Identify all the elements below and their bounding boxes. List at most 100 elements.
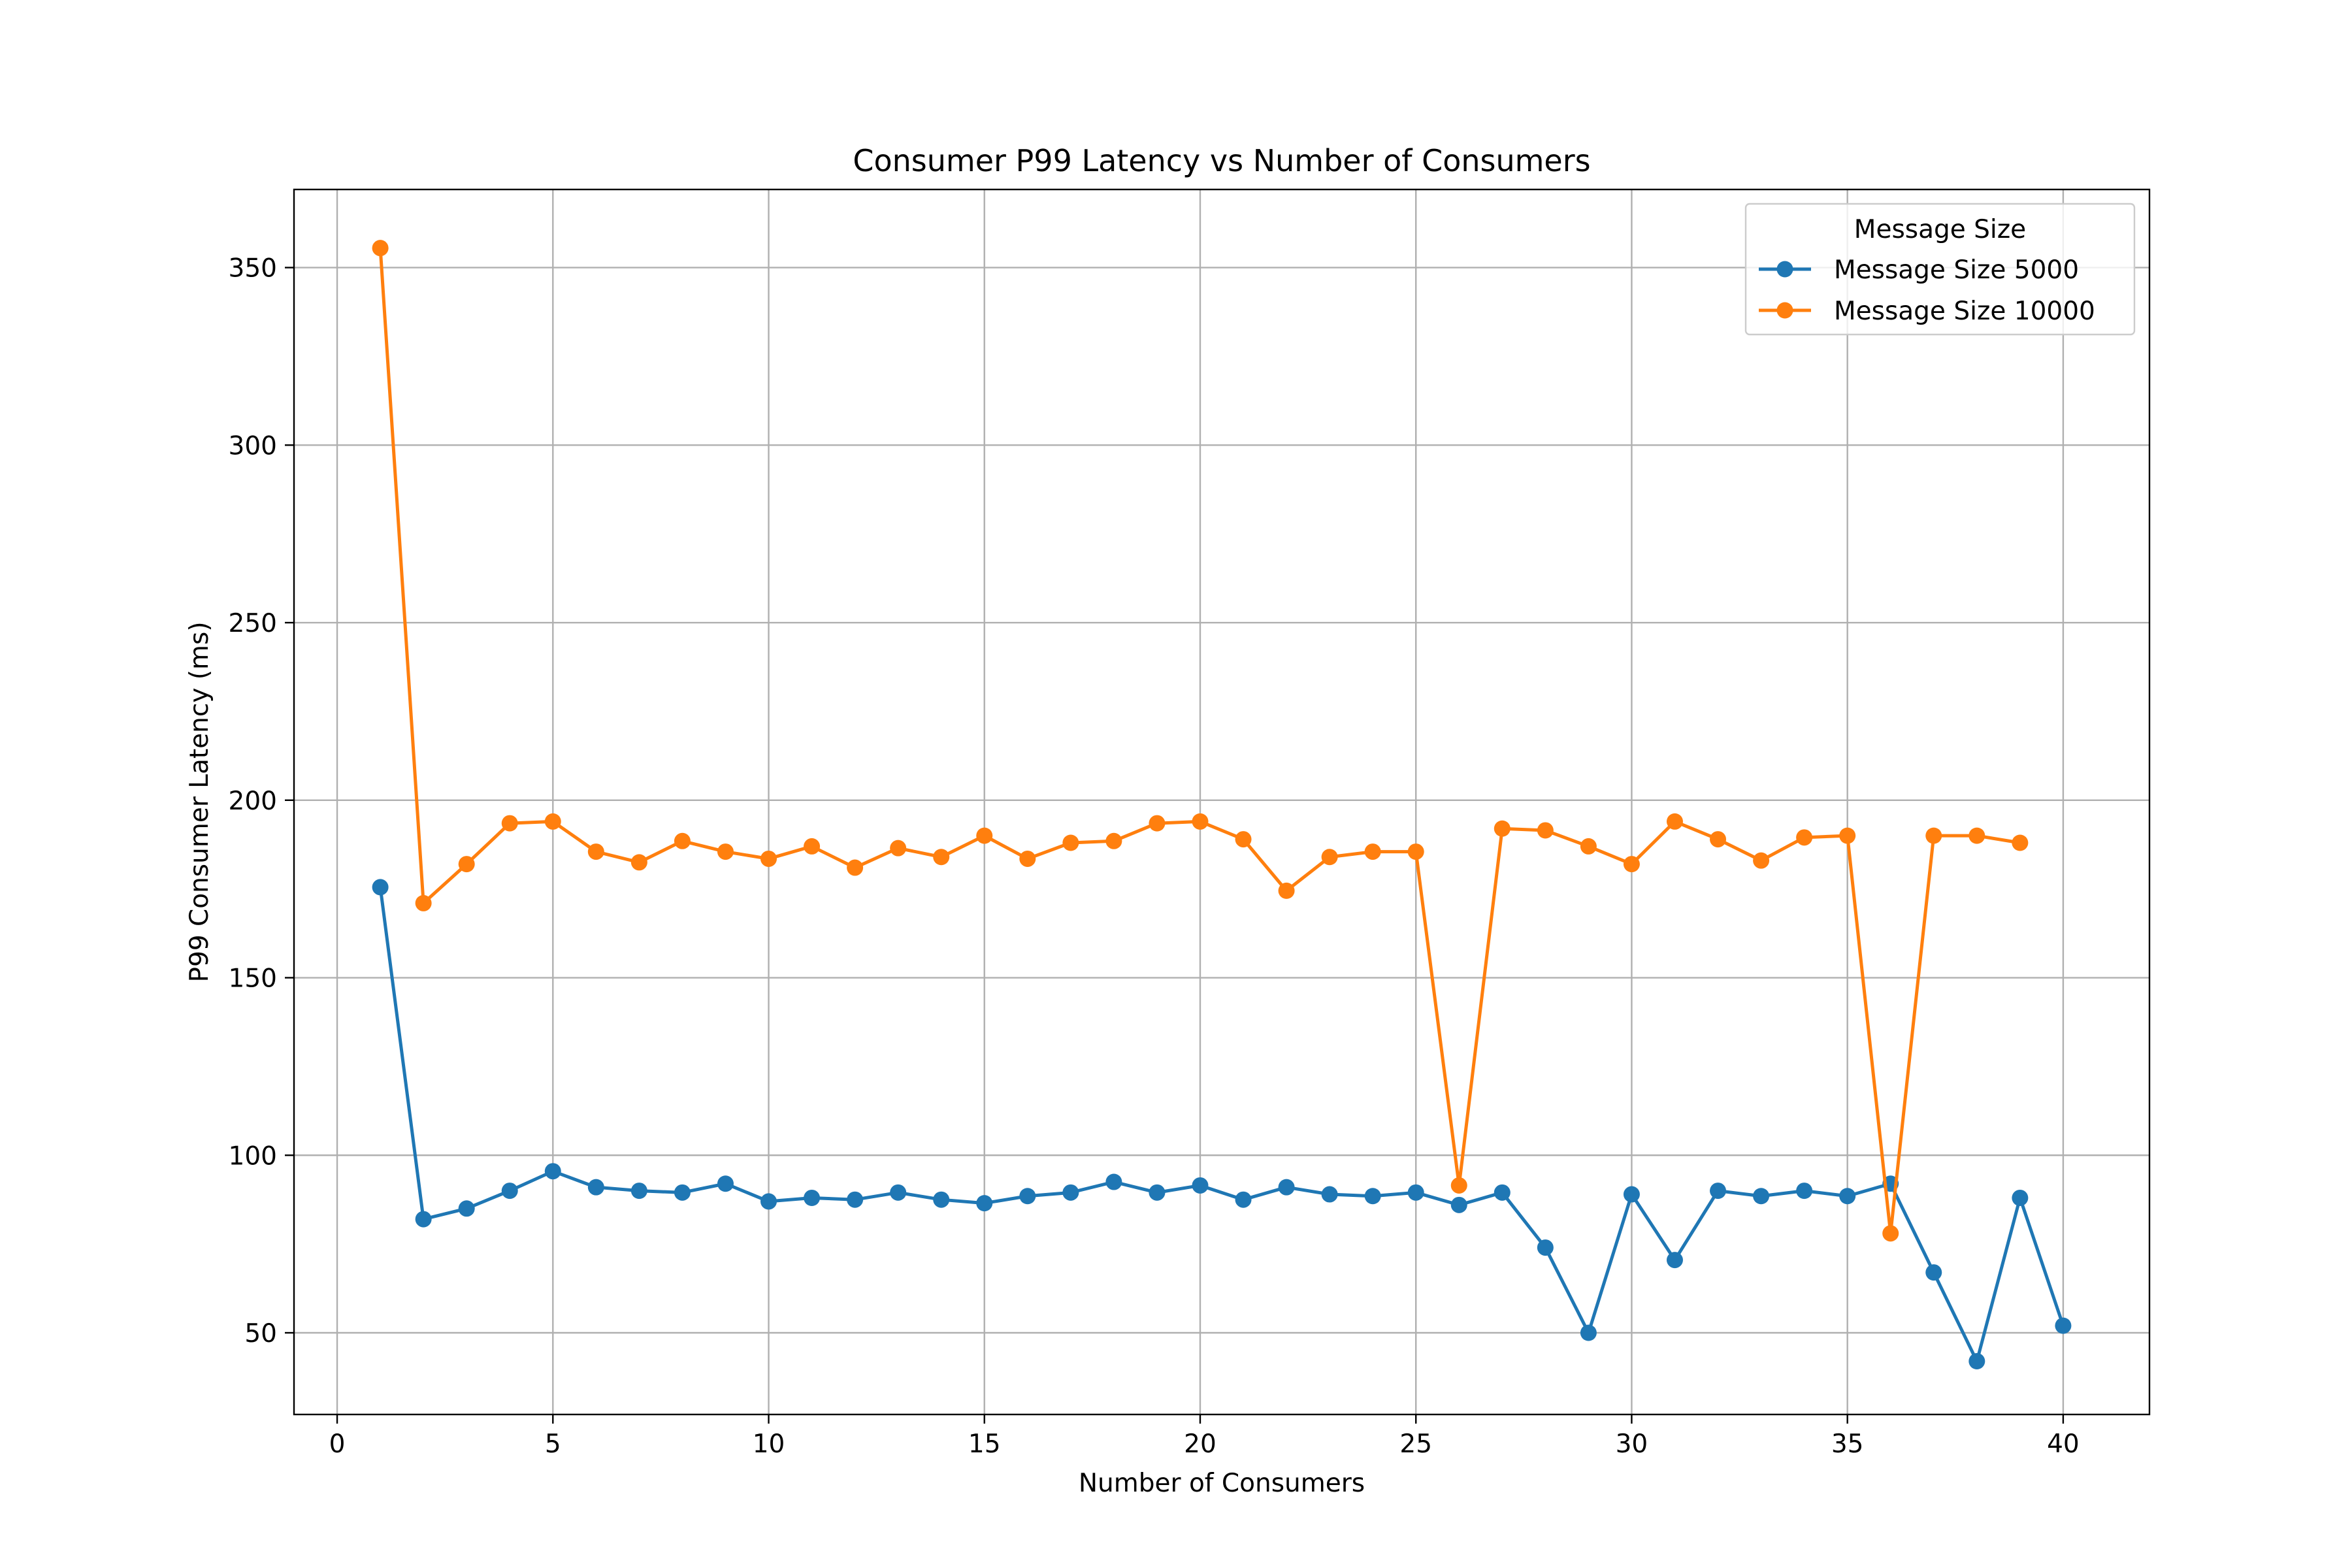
data-point	[372, 240, 389, 257]
data-point	[1710, 1183, 1727, 1200]
data-point	[1105, 1173, 1122, 1190]
x-tick-label: 10	[753, 1429, 785, 1459]
data-point	[1925, 1264, 1942, 1281]
data-point	[1796, 829, 1813, 846]
data-point	[1968, 827, 1985, 844]
data-point	[544, 813, 561, 830]
y-tick-label: 150	[229, 964, 277, 994]
data-point	[1494, 1184, 1511, 1201]
data-point	[933, 1191, 950, 1208]
data-point	[630, 854, 647, 871]
ticks: 0 5 10 15 20 25 30 35 40 50 100 150 200 250 300 350	[229, 254, 2080, 1459]
data-point	[1364, 1188, 1381, 1205]
data-point	[1321, 849, 1338, 866]
legend-marker	[1776, 302, 1793, 319]
data-point	[976, 827, 993, 844]
data-point	[415, 894, 432, 911]
y-axis-label: P99 Consumer Latency (ms)	[185, 621, 214, 982]
data-point	[1968, 1352, 1985, 1369]
chart-title: Consumer P99 Latency vs Number of Consum…	[853, 143, 1590, 178]
data-point	[804, 838, 821, 855]
legend-title: Message Size	[1854, 215, 2026, 244]
data-point	[933, 849, 950, 866]
series-line	[378, 887, 2065, 1363]
data-point	[1623, 856, 1640, 873]
legend: Message Size Message Size 5000 Message Si…	[1744, 203, 2136, 336]
data-point	[415, 1211, 432, 1228]
data-point	[1105, 832, 1122, 849]
data-point	[1925, 827, 1942, 844]
legend-label: Message Size 10000	[1834, 297, 2095, 326]
y-tick-label: 300	[229, 431, 277, 461]
data-point	[1062, 834, 1079, 851]
x-tick-label: 0	[329, 1429, 346, 1459]
x-tick-label: 30	[1616, 1429, 1648, 1459]
data-point	[674, 832, 691, 849]
legend-entry: Message Size 5000	[1759, 255, 2079, 285]
data-point	[1839, 1188, 1856, 1205]
x-tick-label: 5	[545, 1429, 561, 1459]
data-point	[1278, 882, 1295, 899]
data-point	[587, 1179, 604, 1196]
plot-frame	[293, 188, 2151, 1416]
data-point	[458, 856, 475, 873]
x-tick-label: 20	[1184, 1429, 1217, 1459]
legend-marker	[1776, 261, 1793, 278]
data-point	[890, 1184, 907, 1201]
data-point	[1149, 815, 1166, 832]
x-tick-label: 15	[968, 1429, 1001, 1459]
data-point	[760, 1193, 777, 1210]
data-point	[2012, 1189, 2029, 1206]
legend-box	[1744, 203, 2136, 336]
data-point	[372, 879, 389, 896]
data-point	[1753, 852, 1770, 869]
data-point	[1192, 1177, 1209, 1194]
x-tick-label: 40	[2047, 1429, 2080, 1459]
data-point	[630, 1183, 647, 1200]
data-point	[1666, 1252, 1683, 1269]
legend-entry: Message Size 10000	[1759, 297, 2095, 326]
data-point	[2055, 1317, 2072, 1334]
x-tick-label: 25	[1399, 1429, 1432, 1459]
data-point	[1882, 1225, 1899, 1242]
data-point	[1623, 1186, 1640, 1203]
data-point	[501, 1183, 518, 1200]
data-point	[1235, 1191, 1252, 1208]
data-point	[1839, 827, 1856, 844]
data-point	[847, 859, 864, 876]
data-point	[1019, 850, 1036, 867]
data-point	[544, 1163, 561, 1180]
data-point	[1666, 813, 1683, 830]
data-point	[501, 815, 518, 832]
data-point	[1019, 1188, 1036, 1205]
data-point	[458, 1200, 475, 1217]
data-point	[1796, 1183, 1813, 1200]
series-2	[372, 240, 2029, 1242]
data-point	[717, 843, 734, 860]
data-point	[1580, 838, 1597, 855]
data-point	[1753, 1188, 1770, 1205]
data-point	[1149, 1184, 1166, 1201]
data-point	[1407, 1184, 1424, 1201]
data-point	[1364, 843, 1381, 860]
data-point	[674, 1184, 691, 1201]
data-point	[587, 843, 604, 860]
data-point	[1494, 820, 1511, 837]
data-point	[804, 1189, 821, 1206]
data-point	[847, 1191, 864, 1208]
data-point	[1537, 822, 1554, 839]
data-point	[2012, 834, 2029, 851]
data-point	[1192, 813, 1209, 830]
y-tick-label: 350	[229, 254, 277, 284]
data-point	[717, 1175, 734, 1192]
y-tick-label: 200	[229, 787, 277, 816]
y-tick-label: 100	[229, 1141, 277, 1171]
data-point	[1062, 1184, 1079, 1201]
data-point	[1710, 831, 1727, 848]
data-point	[1580, 1324, 1597, 1341]
x-axis-label: Number of Consumers	[1079, 1469, 1365, 1498]
data-point	[1450, 1177, 1467, 1194]
series-1	[372, 879, 2072, 1369]
data-point	[1321, 1186, 1338, 1203]
